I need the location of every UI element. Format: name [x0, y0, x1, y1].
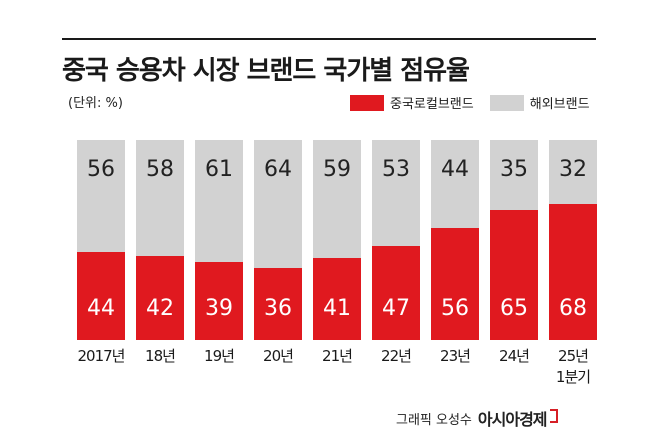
- x-tick-label-4: 21년: [322, 347, 352, 365]
- legend-swatch-local: [350, 94, 384, 111]
- x-tick-label-8: 25년: [558, 347, 588, 365]
- bar-foreign-2: [195, 140, 243, 262]
- stacked-bar-chart: 56 44 2017년 58 42 18년 61 39 19년 64 36 20년 59 41 21년 53 4…: [77, 140, 597, 386]
- credit-graphic: 그래픽 오성수: [396, 412, 472, 428]
- label-local-3: 36: [264, 296, 292, 321]
- bar-local-5: [372, 246, 420, 340]
- unit-note: (단위: %): [68, 96, 123, 111]
- bar-local-6: [431, 228, 479, 340]
- legend-item-foreign: 해외브랜드: [489, 93, 590, 112]
- label-foreign-1: 58: [146, 157, 174, 182]
- legend-label-local: 중국로컬브랜드: [390, 97, 474, 112]
- bar-foreign-0: [77, 140, 125, 252]
- x-tick-label-7: 24년: [499, 347, 529, 365]
- label-local-1: 42: [146, 296, 174, 321]
- bar-foreign-4: [313, 140, 361, 258]
- top-rule: [62, 38, 596, 40]
- x-tick-label-6: 23년: [440, 347, 470, 365]
- brand-logo-icon: [549, 409, 558, 423]
- bar-local-8: [549, 204, 597, 340]
- chart-title: 중국 승용차 시장 브랜드 국가별 점유율: [62, 56, 470, 86]
- label-local-6: 56: [441, 296, 469, 321]
- label-local-5: 47: [382, 296, 410, 321]
- bar-foreign-5: [372, 140, 420, 246]
- label-foreign-4: 59: [323, 157, 351, 182]
- credit: 그래픽 오성수 아시아경제: [396, 406, 558, 430]
- label-local-8: 68: [559, 296, 587, 321]
- bar-local-2: [195, 262, 243, 340]
- bar-local-3: [254, 268, 302, 340]
- bar-foreign-8: [549, 140, 597, 204]
- legend: 중국로컬브랜드 해외브랜드: [350, 93, 606, 112]
- bar-local-7: [490, 210, 538, 340]
- bar-local-1: [136, 256, 184, 340]
- label-foreign-8: 32: [559, 157, 587, 182]
- bar-foreign-6: [431, 140, 479, 228]
- label-foreign-6: 44: [441, 157, 469, 182]
- bar-foreign-7: [490, 140, 538, 210]
- bar-foreign-1: [136, 140, 184, 256]
- bar-foreign-3: [254, 140, 302, 268]
- label-foreign-0: 56: [87, 157, 115, 182]
- x-tick-label-1: 18년: [145, 347, 175, 365]
- x-tick-label-2: 19년: [204, 347, 234, 365]
- label-foreign-3: 64: [264, 157, 292, 182]
- label-local-4: 41: [323, 296, 351, 321]
- label-local-0: 44: [87, 296, 115, 321]
- label-foreign-2: 61: [205, 157, 233, 182]
- legend-swatch-foreign: [489, 94, 524, 111]
- x-tick-label-3: 20년: [263, 347, 293, 365]
- x-tick-sublabel-8: 1분기: [556, 368, 590, 386]
- label-local-7: 65: [500, 296, 528, 321]
- label-local-2: 39: [205, 296, 233, 321]
- credit-brand: 아시아경제: [477, 410, 548, 429]
- legend-label-foreign: 해외브랜드: [529, 97, 590, 112]
- label-foreign-7: 35: [500, 157, 528, 182]
- legend-item-local: 중국로컬브랜드: [350, 93, 474, 112]
- bar-local-4: [313, 258, 361, 340]
- x-tick-label-5: 22년: [381, 347, 411, 365]
- x-tick-label-0: 2017년: [78, 347, 125, 365]
- bar-local-0: [77, 252, 125, 340]
- label-foreign-5: 53: [382, 157, 410, 182]
